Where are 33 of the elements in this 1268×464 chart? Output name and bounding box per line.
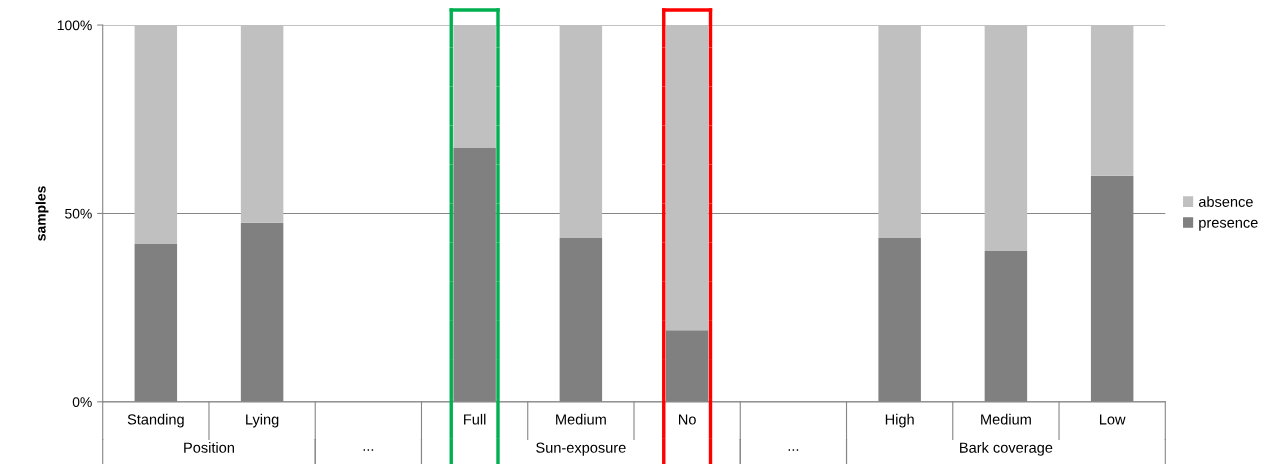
bar <box>134 243 178 402</box>
text: Bark coverage <box>960 442 1053 456</box>
text: Sun-exposure <box>536 442 626 456</box>
bar <box>878 237 921 402</box>
x-tick-label: Standing <box>127 413 184 428</box>
legend-label: presence <box>1199 219 1258 231</box>
x-tick-label: Low <box>1099 414 1126 425</box>
y-tick-label: 50% <box>65 208 92 219</box>
bar <box>984 251 1028 402</box>
x-tick-label: Medium <box>981 413 1031 425</box>
y-tick-label: 0% <box>72 397 92 407</box>
x-tick-label: High <box>885 413 914 428</box>
x-tick-label: Full <box>464 413 486 425</box>
bar <box>559 237 603 402</box>
y-tick-label: 100% <box>57 20 92 31</box>
x-tick-label: No <box>679 414 696 425</box>
bar <box>240 222 284 402</box>
bar <box>1090 25 1134 176</box>
bar <box>665 25 709 331</box>
bar <box>453 25 496 148</box>
y-axis-title: samples <box>35 186 49 241</box>
text: ... <box>788 449 799 451</box>
bar <box>559 25 603 238</box>
bar <box>878 25 921 238</box>
bar <box>240 25 284 223</box>
x-tick-label: Lying <box>246 413 279 428</box>
text: ... <box>363 449 374 451</box>
x-tick-label: Medium <box>556 413 606 425</box>
bar <box>134 25 178 244</box>
text: Position <box>184 442 234 453</box>
legend-label: absence <box>1198 196 1253 207</box>
bar <box>453 147 496 402</box>
bar <box>984 25 1028 252</box>
